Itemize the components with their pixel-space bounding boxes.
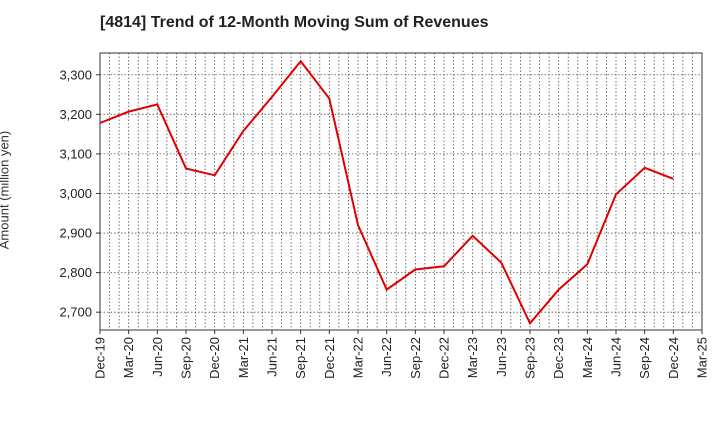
plot-area: [100, 53, 702, 330]
y-tick-label: 2,800: [59, 265, 92, 280]
x-tick-label: Sep-24: [637, 337, 652, 379]
x-tick-label: Dec-20: [207, 337, 222, 379]
x-tick-label: Dec-19: [93, 337, 108, 379]
x-tick-label: Jun-24: [609, 337, 624, 377]
x-tick-label: Jun-21: [265, 337, 280, 377]
x-tick-label: Jun-23: [494, 337, 509, 377]
series-line: [99, 59, 674, 326]
x-tick-label: Sep-20: [179, 337, 194, 379]
y-tick-label: 3,000: [59, 186, 92, 201]
x-tick-label: Dec-21: [322, 337, 337, 379]
x-tick-label: Dec-23: [551, 337, 566, 379]
x-tick-label: Mar-21: [236, 337, 251, 378]
x-tick-label: Dec-22: [437, 337, 452, 379]
plot-frame: [99, 52, 703, 331]
x-tick-label: Jun-20: [150, 337, 165, 377]
x-tick-label: Mar-24: [580, 337, 595, 378]
y-tick-label: 3,200: [59, 107, 92, 122]
x-tick-label: Sep-23: [523, 337, 538, 379]
x-tick-label: Jun-22: [379, 337, 394, 377]
x-tick-label: Mar-25: [695, 337, 710, 378]
y-tick-label: 2,700: [59, 305, 92, 320]
y-tick-label: 2,900: [59, 226, 92, 241]
x-tick-label: Mar-23: [465, 337, 480, 378]
x-tick-label: Mar-20: [121, 337, 136, 378]
x-tick-label: Mar-22: [351, 337, 366, 378]
x-tick-label: Sep-21: [293, 337, 308, 379]
x-tick-label: Sep-22: [408, 337, 423, 379]
y-tick-label: 3,300: [59, 67, 92, 82]
y-tick-label: 3,100: [59, 146, 92, 161]
chart-title: [4814] Trend of 12-Month Moving Sum of R…: [100, 14, 489, 31]
x-tick-label: Dec-24: [666, 337, 681, 379]
